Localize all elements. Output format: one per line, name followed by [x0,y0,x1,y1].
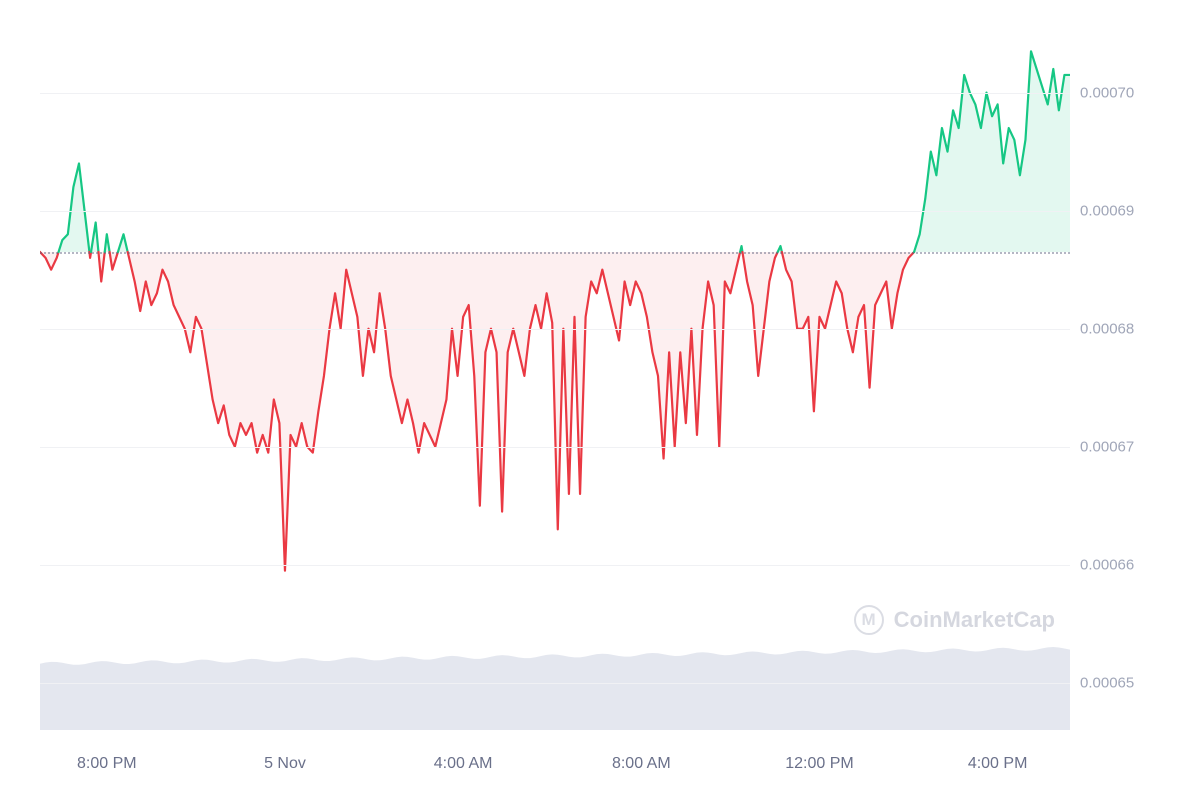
x-axis-label: 8:00 AM [612,755,671,773]
y-axis-label: 0.00068 [1080,320,1134,337]
grid-line [40,329,1070,330]
y-axis-label: 0.00067 [1080,438,1134,455]
y-axis-label: 0.00066 [1080,556,1134,573]
watermark: CoinMarketCap [854,605,1055,635]
y-axis-label: 0.00069 [1080,202,1134,219]
grid-line [40,93,1070,94]
grid-line [40,683,1070,684]
watermark-text: CoinMarketCap [894,607,1055,633]
volume-chart [40,645,1070,730]
y-axis-label: 0.00070 [1080,84,1134,101]
y-axis-label: 0.00065 [1080,674,1134,691]
coinmarketcap-logo-icon [854,605,884,635]
x-axis-label: 8:00 PM [77,755,137,773]
volume-canvas [40,645,1070,730]
x-axis-label: 5 Nov [264,755,306,773]
baseline [40,252,1070,254]
grid-line [40,447,1070,448]
x-axis-label: 4:00 PM [968,755,1028,773]
grid-line [40,565,1070,566]
x-axis-label: 4:00 AM [434,755,493,773]
grid-line [40,211,1070,212]
x-axis-label: 12:00 PM [785,755,853,773]
